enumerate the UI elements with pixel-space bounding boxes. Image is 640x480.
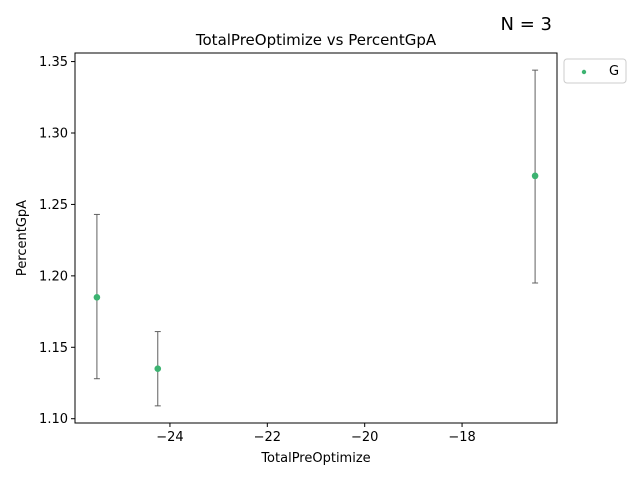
plot-area (93, 69, 539, 407)
x-axis: −24 −22 −20 −18 (156, 423, 476, 445)
x-tick-label: −20 (351, 430, 378, 445)
x-tick-label: −24 (156, 430, 183, 445)
sample-size-annotation: N = 3 (501, 14, 552, 35)
y-tick-label: 1.20 (39, 269, 68, 284)
x-axis-label: TotalPreOptimize (260, 451, 370, 466)
chart-title: TotalPreOptimize vs PercentGpA (195, 31, 437, 49)
data-point (154, 365, 162, 373)
legend-box (563, 58, 627, 84)
y-axis: 1.10 1.15 1.20 1.25 1.30 1.35 (39, 55, 75, 427)
y-tick-label: 1.25 (39, 198, 68, 213)
y-tick-label: 1.15 (39, 341, 68, 356)
y-tick-label: 1.10 (39, 412, 68, 427)
x-tick-label: −18 (448, 430, 475, 445)
x-tick-label: −22 (254, 430, 281, 445)
y-tick-label: 1.35 (39, 55, 68, 70)
plot-frame (74, 52, 558, 424)
legend: G (563, 58, 627, 84)
data-point (531, 172, 539, 180)
data-point (93, 293, 101, 301)
legend-marker (581, 69, 587, 75)
y-axis-label: PercentGpA (15, 200, 30, 276)
legend-label: G (609, 64, 619, 79)
y-tick-label: 1.30 (39, 127, 68, 142)
